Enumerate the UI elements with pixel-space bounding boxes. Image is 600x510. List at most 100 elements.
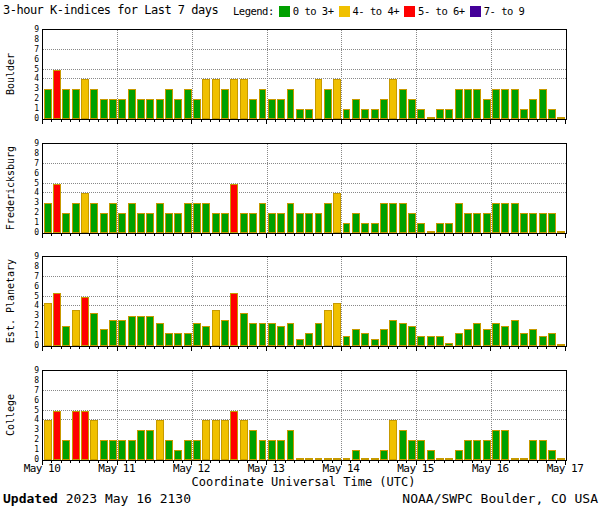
k-bar (436, 223, 444, 233)
k-bar (501, 326, 509, 346)
x-tick-label: May 12 (166, 462, 216, 475)
y-tick-label: 1 (27, 104, 39, 113)
k-bar (324, 89, 332, 119)
x-tick (247, 120, 248, 122)
k-bar (81, 193, 89, 233)
x-tick (481, 120, 482, 122)
y-tick-label: 2 (27, 321, 39, 330)
y-tick-label: 7 (27, 159, 39, 168)
k-bar (417, 440, 425, 460)
x-tick (528, 347, 529, 349)
x-tick (528, 461, 529, 463)
x-tick (406, 234, 407, 236)
k-bar (371, 223, 379, 233)
x-tick (294, 461, 295, 463)
k-bar (184, 440, 192, 460)
x-tick-label: May 10 (17, 462, 67, 475)
k-bar (408, 326, 416, 346)
x-tick (107, 347, 108, 349)
gridline-horizontal-k4 (43, 78, 566, 79)
k-bar (557, 458, 565, 460)
k-bar (259, 89, 267, 119)
x-tick (154, 120, 155, 122)
k-bar (529, 99, 537, 119)
x-tick (341, 234, 342, 238)
x-tick (219, 234, 220, 236)
k-bar (277, 213, 285, 233)
x-tick-label: May 16 (465, 462, 515, 475)
k-bar (333, 303, 341, 346)
k-bar (464, 329, 472, 346)
k-bar (287, 323, 295, 346)
y-tick-label: 3 (27, 198, 39, 207)
k-bar (464, 440, 472, 460)
x-tick (322, 120, 323, 122)
x-tick (332, 347, 333, 349)
station-label-college: College (2, 370, 18, 459)
x-tick-label: May 17 (540, 462, 590, 475)
k-bar (193, 99, 201, 119)
k-bar (455, 89, 463, 119)
x-tick (210, 347, 211, 349)
x-tick (229, 461, 230, 463)
x-tick (416, 347, 417, 351)
x-tick (416, 120, 417, 124)
x-tick (89, 347, 90, 349)
y-tick-label: 1 (27, 331, 39, 340)
x-tick (369, 120, 370, 122)
x-tick-label: May 13 (241, 462, 291, 475)
k-bar (165, 440, 173, 460)
x-tick (360, 234, 361, 236)
k-bar (352, 213, 360, 233)
x-tick (89, 234, 90, 236)
gridline-day (416, 257, 417, 346)
y-tick-label: 4 (27, 301, 39, 310)
gridline-horizontal-k5 (43, 69, 566, 70)
x-tick (173, 120, 174, 122)
k-bar (100, 329, 108, 346)
x-tick (135, 347, 136, 349)
x-tick (117, 234, 118, 238)
y-tick-label: 8 (27, 376, 39, 385)
k-bar (464, 89, 472, 119)
x-tick (434, 120, 435, 122)
x-tick (528, 234, 529, 236)
x-tick (201, 347, 202, 349)
k-bar (72, 89, 80, 119)
k-bar (128, 89, 136, 119)
x-tick (238, 347, 239, 349)
k-bar (240, 79, 248, 119)
k-bar (296, 458, 304, 460)
k-bar (249, 430, 257, 460)
k-bar (511, 89, 519, 119)
k-bar (230, 411, 238, 460)
k-bar (492, 430, 500, 460)
k-bar (174, 450, 182, 460)
k-bar (324, 203, 332, 233)
k-bar (427, 450, 435, 460)
x-tick (350, 234, 351, 236)
x-tick (107, 234, 108, 236)
k-bar (417, 223, 425, 233)
k-bar (296, 339, 304, 346)
k-bar (557, 231, 565, 233)
x-tick (294, 347, 295, 349)
x-tick (285, 120, 286, 122)
y-tick-label: 0 (27, 228, 39, 237)
k-bar (492, 323, 500, 346)
k-bar (81, 297, 89, 346)
x-tick (528, 120, 529, 122)
x-tick (462, 347, 463, 349)
k-bar (268, 213, 276, 233)
k-bar (539, 213, 547, 233)
k-bar (548, 109, 556, 119)
k-bar (333, 458, 341, 460)
x-tick (145, 347, 146, 349)
gridline-day (416, 30, 417, 119)
k-bar (548, 333, 556, 346)
k-bar (315, 458, 323, 460)
x-tick (42, 234, 43, 238)
y-tick-label: 9 (27, 252, 39, 261)
x-tick (509, 347, 510, 349)
x-tick (163, 347, 164, 349)
